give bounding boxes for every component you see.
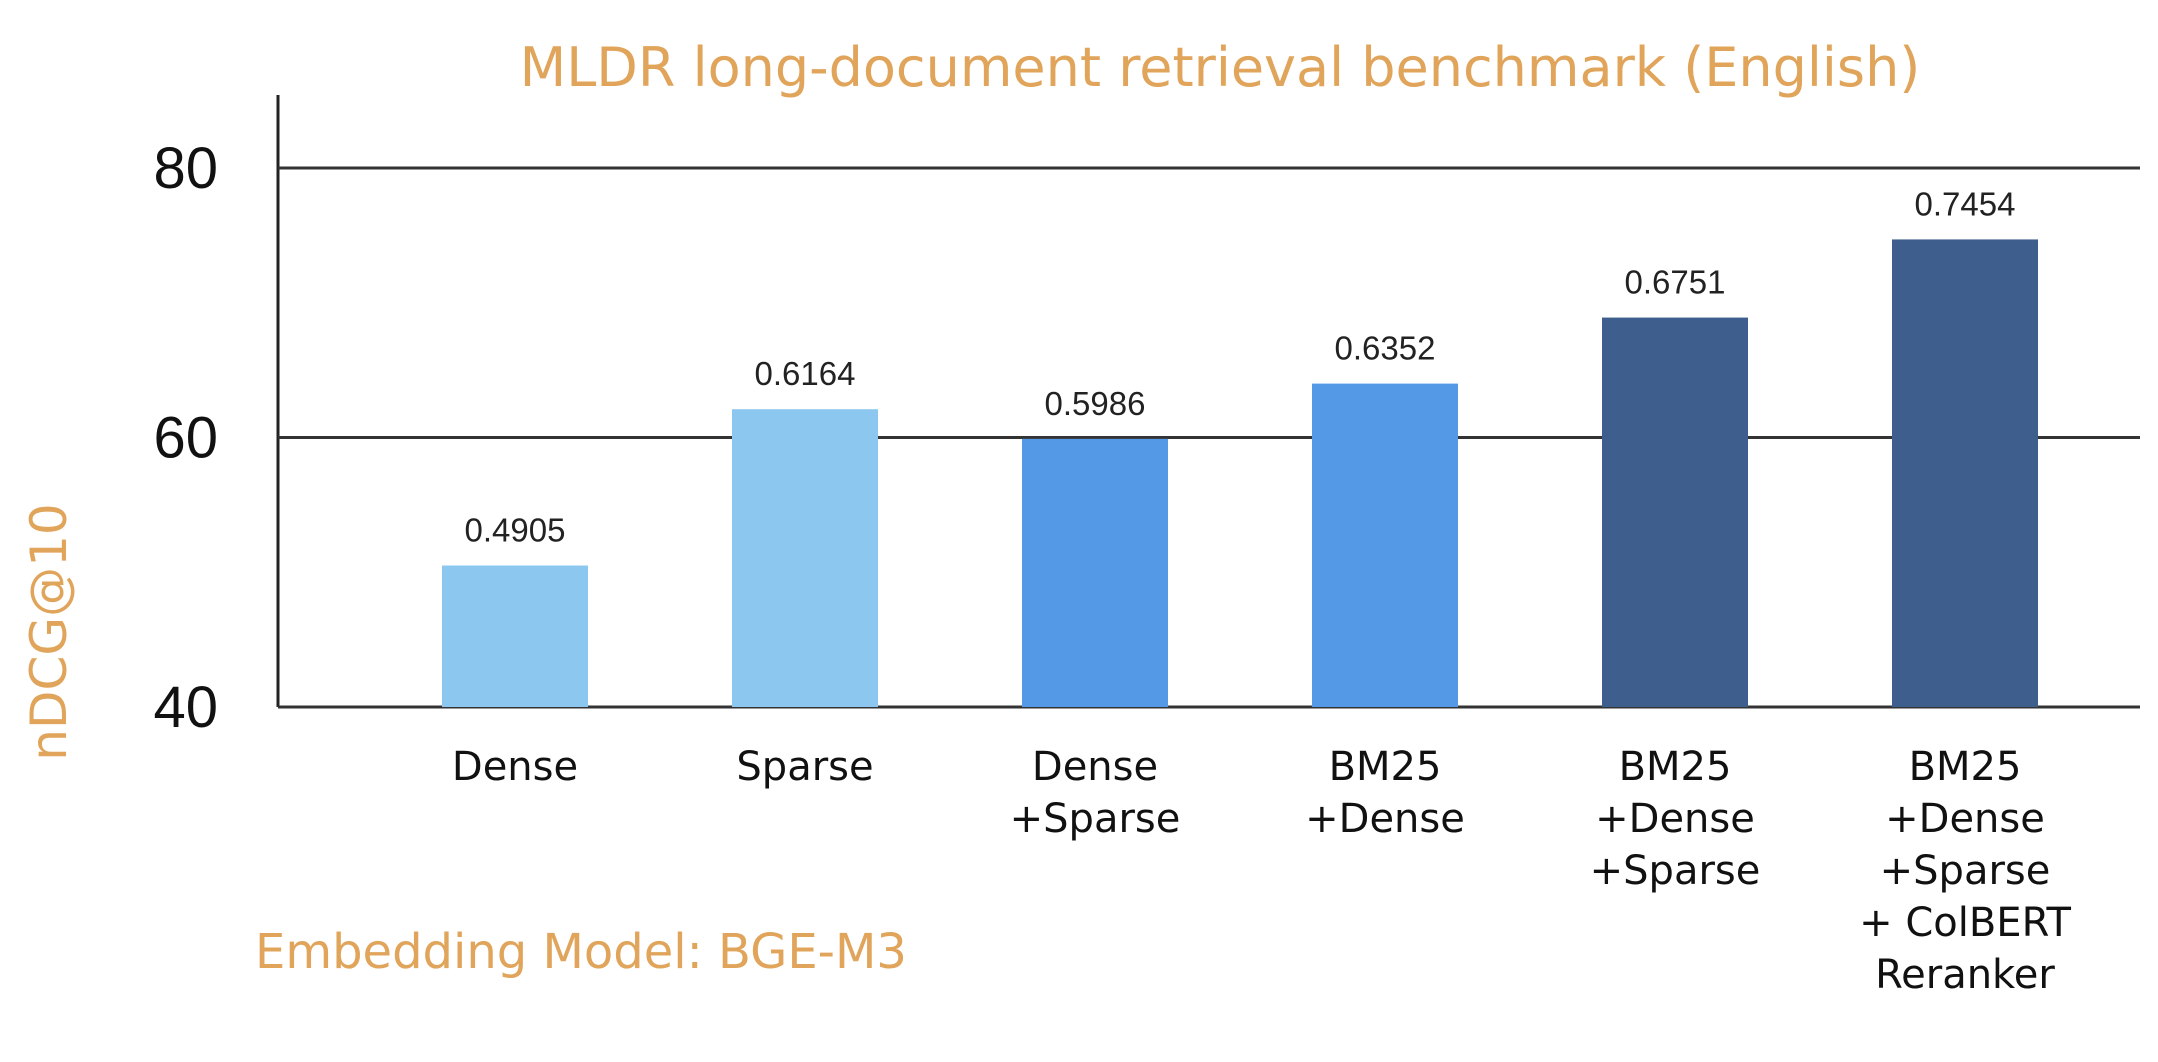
- x-tick-label-line: Reranker: [1875, 952, 2055, 998]
- x-tick-label: Dense +Sparse: [1010, 744, 1181, 842]
- data-label: 0.6164: [755, 355, 856, 392]
- gridlines: [276, 95, 2140, 709]
- data-label: 0.7454: [1915, 185, 2016, 222]
- x-tick-label-line: +Dense: [1595, 796, 1755, 842]
- x-tick-label: BM25 +Dense: [1305, 744, 1465, 842]
- x-tick-label: Sparse: [736, 744, 873, 790]
- x-tick-label-line: +Sparse: [1010, 796, 1181, 842]
- bar: [1312, 383, 1458, 707]
- x-tick-label-line: +Sparse: [1880, 848, 2051, 894]
- chart-title: MLDR long-document retrieval benchmark (…: [520, 36, 1921, 99]
- x-tick-label-line: +Dense: [1885, 796, 2045, 842]
- y-tick-label: 40: [153, 675, 218, 740]
- y-axis-label: nDCG@10: [20, 503, 78, 760]
- x-tick-label-line: Dense: [1032, 744, 1158, 790]
- bar: [1022, 438, 1168, 707]
- x-tick-label-line: Dense: [452, 744, 578, 790]
- bar: [1892, 239, 2038, 708]
- x-tick-label-line: BM25: [1329, 744, 1442, 790]
- x-tick-label: BM25 +Dense +Sparse + ColBERT Reranker: [1859, 744, 2071, 998]
- data-label: 0.4905: [465, 512, 566, 549]
- embedding-model-note: Embedding Model: BGE-M3: [255, 924, 907, 980]
- x-tick-label-line: + ColBERT: [1859, 900, 2071, 946]
- x-tick-label-line: +Dense: [1305, 796, 1465, 842]
- x-tick-label: Dense: [452, 744, 578, 790]
- y-tick-label: 60: [153, 406, 218, 471]
- x-tick-label-line: BM25: [1619, 744, 1732, 790]
- x-tick-label-line: +Sparse: [1590, 848, 1761, 894]
- data-label: 0.6751: [1625, 264, 1726, 301]
- bar: [732, 409, 878, 707]
- data-label: 0.6352: [1335, 330, 1436, 367]
- bar: [442, 565, 588, 707]
- bar: [1602, 317, 1748, 707]
- y-tick-label: 80: [153, 136, 218, 201]
- data-label: 0.5986: [1045, 385, 1146, 422]
- x-tick-label: BM25 +Dense +Sparse: [1590, 744, 1761, 894]
- x-tick-label-line: Sparse: [736, 744, 873, 790]
- x-tick-label-line: BM25: [1909, 744, 2022, 790]
- bars: 0.4905 0.6164 0.5986 0.6352 0.6751 0.7454: [442, 185, 2038, 708]
